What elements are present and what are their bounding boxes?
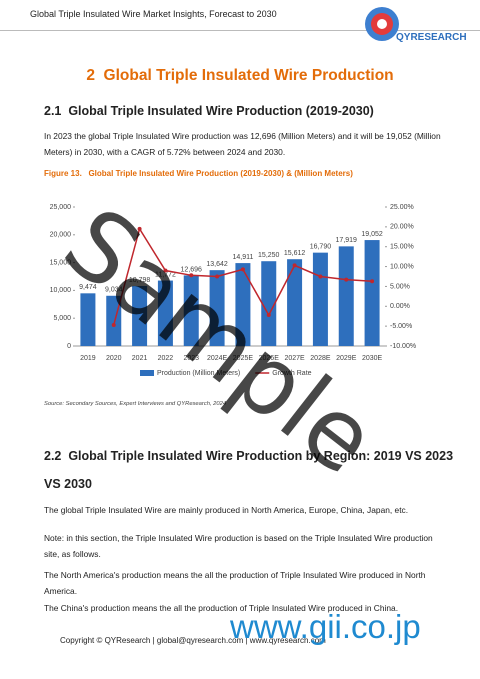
x-tick-label: 2026E — [259, 355, 280, 362]
growth-point — [266, 313, 271, 318]
data-label: 11,772 — [155, 271, 176, 278]
x-tick-label: 2027E — [284, 355, 305, 362]
y-tick-label: 10,000 — [50, 287, 72, 294]
y2-tick-label: -10.00% — [390, 343, 416, 350]
bar — [157, 280, 173, 346]
source-note: Source: Secondary Sources, Expert Interv… — [44, 401, 227, 407]
y2-tick-label: 5.00% — [390, 283, 410, 290]
x-tick-label: 2020 — [106, 355, 122, 362]
x-tick-label: 2030E — [362, 355, 383, 362]
growth-point — [163, 268, 168, 273]
y2-tick-label: 25.00% — [390, 204, 414, 211]
data-label: 19,052 — [361, 231, 383, 238]
growth-point — [318, 274, 323, 279]
bar — [338, 246, 354, 346]
bar — [312, 252, 328, 346]
bar — [80, 293, 96, 346]
x-tick-label: 2029E — [336, 355, 357, 362]
y-tick-label: 20,000 — [50, 232, 72, 239]
section-title: 2 Global Triple Insulated Wire Productio… — [86, 67, 394, 84]
x-tick-label: 2023 — [183, 355, 199, 362]
x-tick-label: 2025E — [233, 355, 254, 362]
growth-point — [370, 279, 375, 284]
x-tick-label: 2022 — [158, 355, 174, 362]
chart: 0 5,000 10,000 15,000 20,000 25,000 -10.00% -5.… — [50, 204, 417, 377]
logo-icon — [365, 7, 399, 41]
data-label: 13,642 — [206, 261, 228, 268]
y2-tick-label: -5.00% — [390, 323, 412, 330]
x-tick-label: 2019 — [80, 355, 96, 362]
figure-caption: Figure 13. Global Triple Insulated Wire … — [44, 169, 353, 178]
growth-point — [189, 273, 194, 278]
data-label: 15,250 — [258, 252, 280, 259]
growth-point — [344, 277, 349, 282]
legend-swatch — [140, 370, 154, 376]
bar — [261, 261, 277, 346]
data-label: 12,696 — [181, 266, 203, 273]
subsection-title: 2.2 Global Triple Insulated Wire Product… — [44, 449, 457, 491]
y2-tick-label: 15.00% — [390, 244, 414, 251]
data-label: 9,034 — [105, 287, 123, 294]
x-tick-label: 2021 — [132, 355, 148, 362]
bar — [364, 240, 380, 346]
subsection-title: 2.1 Global Triple Insulated Wire Product… — [44, 104, 374, 118]
paragraph: In 2023 the global Triple Insulated Wire… — [44, 131, 441, 157]
data-label: 17,919 — [336, 237, 358, 244]
x-tick-label: 2028E — [310, 355, 331, 362]
data-label: 16,790 — [310, 243, 332, 250]
growth-point — [240, 267, 245, 272]
growth-point — [292, 263, 297, 268]
growth-point — [215, 274, 220, 279]
paragraph: The global Triple Insulated Wire are mai… — [44, 505, 409, 515]
data-label: 15,612 — [284, 250, 306, 257]
y2-tick-label: 0.00% — [390, 303, 410, 310]
header-title: Global Triple Insulated Wire Market Insi… — [30, 9, 277, 19]
paragraph: The North America's production means the… — [44, 570, 426, 596]
legend-label: Production (Million Meters) — [157, 370, 240, 377]
bar — [287, 259, 303, 346]
data-label: 9,474 — [79, 284, 97, 291]
bar — [183, 275, 199, 346]
growth-point — [111, 322, 116, 327]
legend-label: Growth Rate — [272, 370, 311, 377]
bar — [132, 285, 148, 346]
header-rule — [0, 30, 480, 31]
bar — [235, 263, 251, 346]
x-tick-label: 2024E — [207, 355, 228, 362]
y-tick-label: 25,000 — [50, 204, 72, 211]
logo-text: QYRESEARCH — [396, 32, 467, 43]
bar — [209, 270, 225, 346]
y-tick-label: 15,000 — [50, 259, 72, 266]
y2-tick-label: 10.00% — [390, 263, 414, 270]
data-label: 14,911 — [232, 254, 253, 261]
y-tick-label: 0 — [67, 343, 71, 350]
data-label: 10,798 — [129, 277, 151, 284]
paragraph: The China's production means the all the… — [44, 603, 399, 613]
y2-tick-label: 20.00% — [390, 224, 414, 231]
watermark: www.gii.co.jp — [230, 608, 421, 645]
y-tick-label: 5,000 — [53, 315, 71, 322]
paragraph: Note: in this section, the Triple Insula… — [44, 533, 433, 559]
footer: Copyright © QYResearch | global@qyresear… — [60, 636, 326, 645]
growth-point — [137, 226, 142, 231]
